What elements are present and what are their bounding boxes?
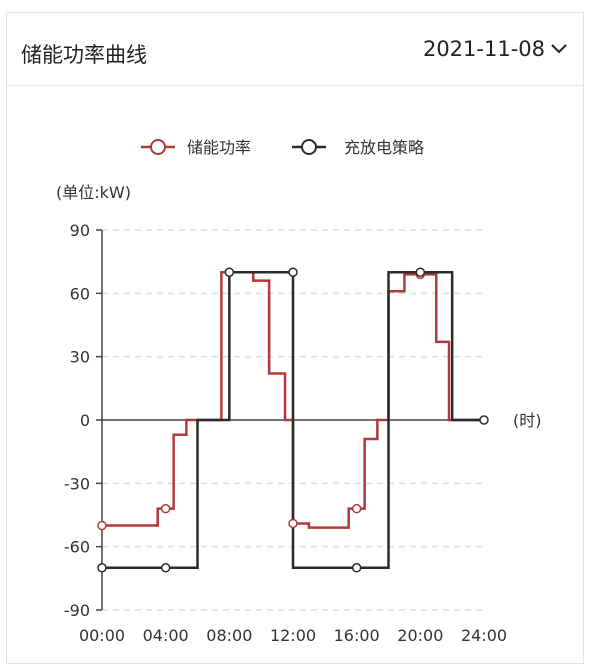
date-value: 2021-11-08: [422, 37, 545, 61]
y-tick-label: 30: [70, 348, 90, 367]
axis-layer: 90 60 30 0 -30 -60 -90 00:00 04:00 08:00 12:00 16:0…: [64, 221, 507, 645]
chevron-down-icon: [551, 44, 567, 54]
x-tick-label: 24:00: [461, 626, 507, 645]
series-marker-0: [288, 518, 298, 529]
y-tick-label: -30: [64, 474, 90, 493]
series-marker-0: [160, 503, 171, 514]
series-marker-1: [288, 267, 298, 277]
series-line-1: [102, 270, 484, 570]
series-marker-1: [224, 267, 235, 277]
x-tick-label: 00:00: [79, 626, 125, 645]
series-marker-1: [351, 563, 362, 573]
card-header: 储能功率曲线 2021-11-08: [7, 13, 583, 86]
legend-marker: [150, 139, 166, 155]
series-marker-0: [97, 520, 107, 531]
series-marker-1: [160, 563, 171, 573]
y-tick-label: -90: [64, 601, 90, 620]
legend: 储能功率 充放电策略: [141, 138, 424, 157]
series-line-0: [102, 270, 484, 529]
date-picker[interactable]: 2021-11-08: [423, 37, 569, 61]
y-tick-label: 90: [70, 221, 90, 240]
legend-label: 充放电策略: [344, 138, 424, 157]
series-marker-1: [479, 415, 489, 425]
legend-item-1[interactable]: 充放电策略: [292, 138, 424, 157]
y-tick-label: 0: [80, 411, 90, 430]
series-marker-1: [97, 563, 107, 573]
series-layer: [97, 267, 489, 573]
x-tick-label: 16:00: [334, 626, 380, 645]
y-tick-label: -60: [64, 538, 90, 557]
x-tick-label: 12:00: [270, 626, 316, 645]
series-marker-1: [415, 267, 426, 277]
x-tick-label: 04:00: [143, 626, 189, 645]
y-tick-label: 60: [70, 284, 90, 303]
series-marker-0: [351, 503, 362, 514]
y-axis-label: (单位:kW): [56, 183, 131, 202]
x-tick-label: 20:00: [397, 626, 443, 645]
legend-item-0[interactable]: 储能功率: [141, 138, 251, 157]
x-axis-label: (时): [513, 411, 542, 430]
card-title: 储能功率曲线: [21, 43, 147, 67]
legend-label: 储能功率: [187, 138, 251, 157]
legend-marker: [301, 139, 317, 155]
x-tick-label: 08:00: [206, 626, 252, 645]
